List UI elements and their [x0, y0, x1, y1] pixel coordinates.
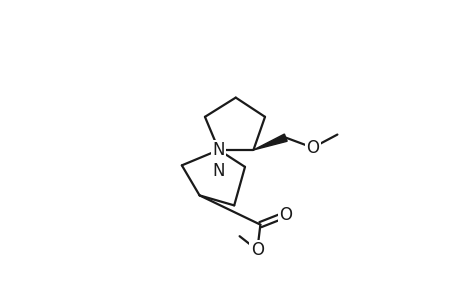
Text: N: N — [212, 141, 224, 159]
Text: O: O — [250, 241, 263, 259]
Text: N: N — [212, 162, 224, 180]
Polygon shape — [253, 134, 286, 150]
Text: O: O — [306, 139, 319, 157]
Text: O: O — [279, 206, 291, 224]
